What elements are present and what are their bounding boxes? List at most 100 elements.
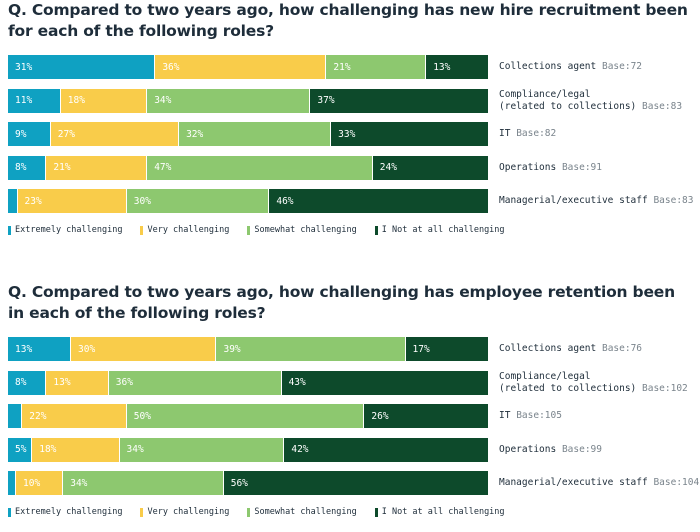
bar-segment-somewhat: 32% [179, 122, 332, 146]
base-label: Base:105 [516, 410, 562, 421]
legend-label: Extremely challenging [15, 507, 123, 517]
bar-segment-extremely: 5% [8, 437, 33, 462]
bar-segment-somewhat: 30% [126, 189, 270, 213]
legend: Extremely challenging Very challenging Som… [8, 507, 698, 517]
bar-segment-very: 36% [155, 55, 327, 79]
stacked-bar: 8% 13% 36% 43% [8, 370, 488, 395]
bar-segment-very: 23% [17, 189, 127, 213]
legend-item-somewhat: Somewhat challenging [247, 225, 357, 235]
category-label-line: Compliance/legal [499, 370, 591, 382]
bar-segment-very: 21% [46, 155, 148, 180]
legend-item-not-at-all: I Not at all challenging [374, 225, 505, 235]
bar-segment-extremely [8, 189, 18, 213]
stacked-bar: 5% 18% 34% 42% [8, 437, 488, 462]
base-label: Base:99 [561, 443, 602, 455]
stacked-bar: 23% 30% 46% [8, 189, 488, 213]
bar-segment-somewhat: 34% [147, 88, 311, 113]
category-label-line: (related to collections) [499, 100, 637, 112]
base-label: Base:104 [653, 477, 700, 488]
stacked-bar: 10% 34% 56% [8, 471, 488, 495]
row-label: Managerial/executive staff Base:104 [499, 471, 700, 495]
legend-swatch [247, 225, 251, 235]
base-label: Base:91 [561, 161, 602, 173]
bar-segment-somewhat: 50% [126, 404, 365, 428]
bar-segment-very: 18% [60, 88, 148, 113]
legend-swatch [374, 225, 378, 235]
legend-label: Extremely challenging [15, 225, 123, 235]
stacked-bar: 13% 30% 39% 17% [8, 337, 488, 361]
stacked-bar: 31% 36% 21% 13% [8, 55, 488, 79]
base-label: Base:83 [653, 195, 694, 206]
legend-swatch [140, 225, 144, 235]
category-label: IT [499, 410, 511, 421]
bar-segment-very: 18% [32, 437, 120, 462]
category-label: Collections agent [499, 343, 597, 354]
bar-segment-very: 10% [16, 471, 64, 495]
row-label: Collections agent Base:72 [499, 55, 700, 79]
bar-segment-not-at-all: 56% [223, 471, 488, 495]
legend-item-very: Very challenging [140, 225, 229, 235]
stacked-bar: 22% 50% 26% [8, 404, 488, 428]
bar-segment-somewhat: 36% [108, 370, 282, 395]
legend-item-extremely: Extremely challenging [8, 225, 122, 235]
legend-swatch [8, 225, 11, 235]
stacked-bar: 8% 21% 47% 24% [8, 155, 488, 180]
bar-segment-very: 13% [46, 370, 109, 395]
stacked-bar: 9% 27% 32% 33% [8, 122, 488, 146]
bar-segment-not-at-all: 13% [426, 55, 488, 79]
bar-segment-not-at-all: 46% [269, 189, 488, 213]
bar-segment-extremely: 8% [8, 155, 47, 180]
bar-segment-extremely: 11% [8, 88, 61, 113]
row-label: IT Base:82 [499, 122, 700, 146]
row-label: Collections agent Base:76 [499, 337, 700, 361]
row-label: Managerial/executive staff Base:83 [499, 189, 700, 213]
legend-item-somewhat: Somewhat challenging [247, 507, 357, 517]
bar-segment-extremely [8, 471, 16, 495]
legend-swatch [8, 507, 11, 517]
legend-item-not-at-all: I Not at all challenging [374, 507, 505, 517]
base-label: Base:102 [642, 382, 688, 394]
legend-label: I Not at all challenging [381, 225, 505, 235]
legend: Extremely challenging Very challenging Som… [8, 225, 698, 235]
bar-segment-somewhat: 34% [63, 471, 224, 495]
bar-segment-somewhat: 47% [147, 155, 373, 180]
bar-segment-extremely: 31% [8, 55, 156, 79]
row-label: IT Base:105 [499, 404, 700, 428]
legend-label: Somewhat challenging [254, 507, 357, 517]
legend-item-extremely: Extremely challenging [8, 507, 122, 517]
category-label: Managerial/executive staff [499, 195, 648, 206]
category-label: Operations [499, 443, 557, 455]
base-label: Base:82 [516, 128, 557, 139]
category-label: Operations [499, 161, 557, 173]
row-label: Compliance/legal (related to collections… [499, 88, 700, 114]
category-label-line: (related to collections) [499, 382, 637, 394]
legend-swatch [374, 507, 378, 517]
category-label: Managerial/executive staff [499, 477, 648, 488]
bar-segment-not-at-all: 26% [364, 404, 488, 428]
bar-segment-extremely: 13% [8, 337, 72, 361]
row-label: Compliance/legal (related to collections… [499, 370, 700, 396]
legend-swatch [140, 507, 144, 517]
bar-segment-not-at-all: 17% [405, 337, 488, 361]
bar-segment-not-at-all: 33% [331, 122, 488, 146]
row-label: Operations Base:99 [499, 438, 700, 462]
stacked-bar: 11% 18% 34% 37% [8, 88, 488, 113]
legend-label: I Not at all challenging [381, 507, 505, 517]
bar-segment-not-at-all: 37% [310, 88, 488, 113]
bar-segment-not-at-all: 42% [284, 437, 488, 462]
bar-segment-somewhat: 21% [326, 55, 427, 79]
bars-area: 31% 36% 21% 13% Collections agent Base:72 11%… [0, 0, 700, 250]
base-label: Base:83 [642, 100, 683, 112]
chart-title: Q. Compared to two years ago, how challe… [8, 1, 688, 40]
bar-segment-very: 30% [71, 337, 217, 361]
legend-label: Very challenging [147, 507, 230, 517]
category-label: Collections agent [499, 61, 597, 72]
category-label-line: Compliance/legal [499, 88, 591, 100]
legend-label: Somewhat challenging [254, 225, 357, 235]
bar-segment-extremely: 8% [8, 370, 47, 395]
bar-segment-not-at-all: 43% [281, 370, 488, 395]
chart-title: Q. Compared to two years ago, how challe… [8, 283, 675, 322]
bar-segment-somewhat: 34% [119, 437, 285, 462]
bar-segment-not-at-all: 24% [372, 155, 488, 180]
row-label: Operations Base:91 [499, 156, 700, 180]
